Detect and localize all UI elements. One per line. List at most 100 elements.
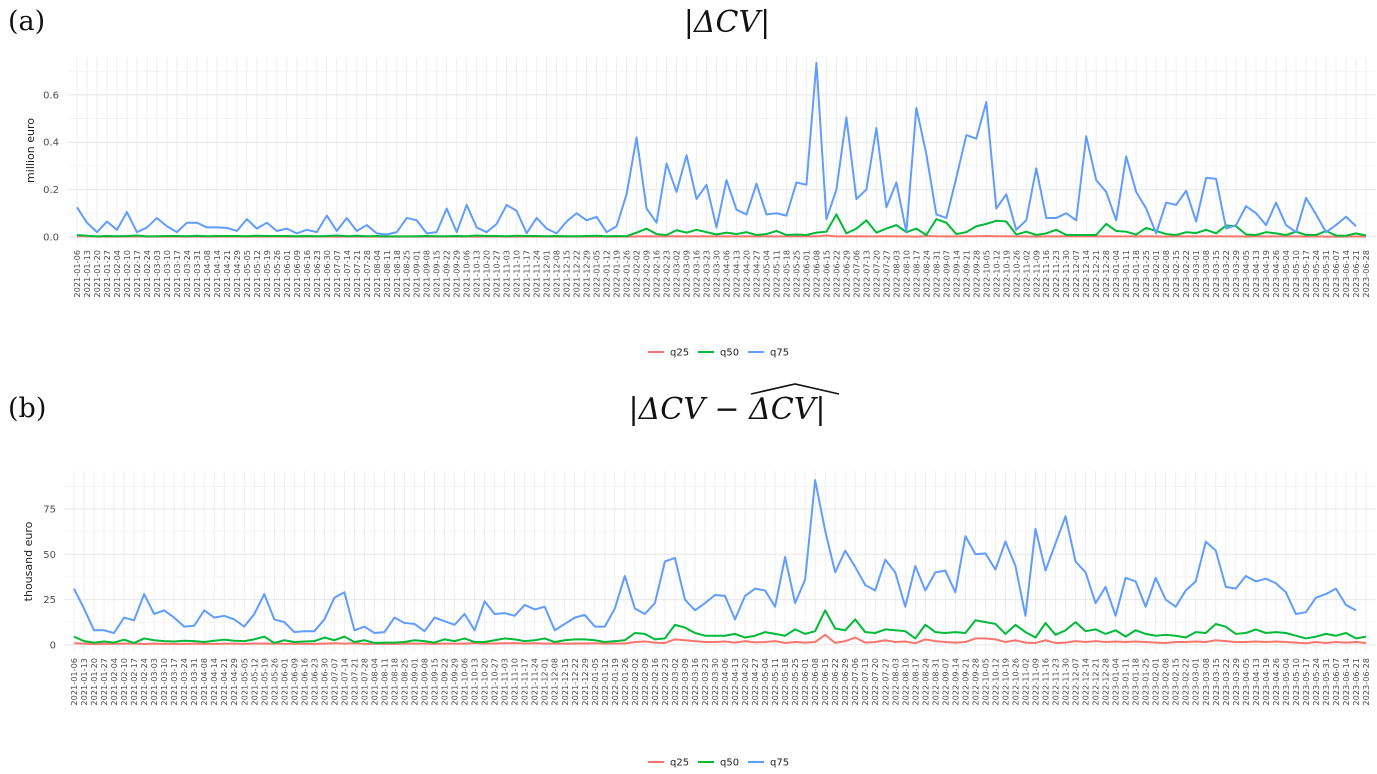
x-tick-label: 2021-06-30 (319, 658, 329, 706)
x-tick-label: 2022-07-27 (880, 658, 890, 706)
x-tick-label: 2021-09-08 (420, 658, 430, 706)
chart-b: 0 25 50 75 thousand euro 2021-01-06 2021-01-13… (22, 471, 1376, 769)
x-tick-label: 2021-12-01 (540, 658, 550, 706)
x-tick-label: 2022-12-28 (1101, 658, 1111, 706)
x-tick-label: 2021-05-05 (242, 250, 252, 298)
x-tick-label: 2021-06-01 (279, 658, 289, 706)
x-tick-label: 2021-09-15 (432, 250, 442, 298)
x-tick-label: 2021-06-09 (289, 658, 299, 706)
x-tick-label: 2023-01-18 (1131, 250, 1141, 298)
x-tick-label: 2023-03-01 (1191, 658, 1201, 706)
x-tick-label: 2022-01-12 (602, 250, 612, 298)
x-tick-label: 2021-06-09 (292, 250, 302, 298)
x-tick-label: 2021-02-10 (122, 250, 132, 298)
x-tick-label: 2021-07-28 (359, 658, 369, 706)
x-tick-label: 2023-05-24 (1311, 658, 1321, 706)
x-tick-label: 2021-04-08 (199, 658, 209, 706)
x-tick-label: 2022-06-01 (801, 250, 811, 298)
x-tick-label: 2023-02-15 (1171, 658, 1181, 706)
x-tick-label: 2022-03-16 (690, 658, 700, 706)
grid (64, 471, 1376, 652)
y-tick-label: 0 (50, 640, 56, 651)
x-tick-label: 2022-03-09 (680, 658, 690, 706)
x-tick-label: 2021-12-15 (560, 658, 570, 706)
x-tick-label: 2021-02-24 (139, 658, 149, 706)
x-tick-label: 2022-09-21 (960, 658, 970, 706)
x-tick-label: 2022-06-15 (821, 250, 831, 298)
y-axis-label: thousand euro (22, 521, 35, 601)
x-tick-label: 2022-03-02 (672, 250, 682, 298)
grid (67, 57, 1376, 244)
x-tick-label: 2023-05-31 (1321, 250, 1331, 298)
x-tick-label: 2021-02-17 (129, 658, 139, 706)
x-tick-label: 2022-04-27 (750, 658, 760, 706)
x-tick-label: 2022-06-08 (811, 250, 821, 298)
series-line-q50 (73, 609, 1367, 644)
x-tick-label: 2022-06-15 (820, 658, 830, 706)
x-tick-label: 2021-05-12 (249, 658, 259, 706)
x-tick-label: 2022-03-30 (712, 250, 722, 298)
x-tick-label: 2023-01-04 (1111, 658, 1121, 706)
x-tick-label: 2021-12-08 (552, 250, 562, 298)
x-tick-label: 2023-04-19 (1261, 250, 1271, 298)
x-tick-label: 2021-08-11 (382, 250, 392, 298)
x-tick-label: 2021-09-29 (452, 250, 462, 298)
x-tick-label: 2022-12-28 (1101, 250, 1111, 298)
x-tick-label: 2023-03-01 (1191, 250, 1201, 298)
x-tick-label: 2022-12-07 (1071, 250, 1081, 298)
panel-label: (a) (8, 6, 46, 37)
x-tick-label: 2021-03-10 (159, 658, 169, 706)
y-tick-label: 0.2 (43, 185, 59, 196)
x-tick-label: 2021-11-17 (522, 250, 532, 298)
x-tick-label: 2023-02-08 (1161, 658, 1171, 706)
y-tick-label: 0.0 (43, 232, 59, 243)
x-tick-label: 2023-02-01 (1151, 250, 1161, 298)
x-tick-label: 2022-07-06 (850, 658, 860, 706)
y-tick-label: 0.6 (43, 90, 59, 101)
x-tick-label: 2021-02-04 (109, 658, 119, 706)
x-tick-label: 2022-10-12 (991, 250, 1001, 298)
x-tick-label: 2021-10-13 (472, 250, 482, 298)
x-tick-label: 2022-02-02 (632, 250, 642, 298)
x-tick-label: 2021-07-07 (329, 658, 339, 706)
title-end: | (815, 392, 826, 427)
x-tick-label: 2023-06-28 (1361, 250, 1371, 298)
x-tick-label: 2022-11-09 (1030, 658, 1040, 706)
legend: q25 q50 q75 (648, 348, 789, 359)
x-tick-label: 2023-01-18 (1131, 658, 1141, 706)
series-line-q25 (73, 633, 1367, 646)
x-tick-label: 2022-03-16 (692, 250, 702, 298)
x-tick-label: 2021-08-18 (392, 250, 402, 298)
x-tick-label: 2021-10-27 (490, 658, 500, 706)
x-tick-label: 2022-06-29 (841, 250, 851, 298)
x-tick-label: 2021-01-13 (82, 250, 92, 298)
x-tick-label: 2022-09-07 (941, 250, 951, 298)
x-tick-label: 2022-10-19 (1001, 250, 1011, 298)
x-tick-label: 2021-03-17 (172, 250, 182, 298)
x-tick-label: 2022-01-26 (622, 250, 632, 298)
x-tick-label: 2023-04-05 (1241, 658, 1251, 706)
x-tick-label: 2021-09-01 (412, 250, 422, 298)
x-tick-label: 2023-05-24 (1311, 250, 1321, 298)
x-tick-label: 2023-01-25 (1141, 250, 1151, 298)
x-tick-label: 2021-12-08 (550, 658, 560, 706)
x-tick-label: 2021-02-10 (119, 658, 129, 706)
x-tick-label: 2022-10-26 (1011, 250, 1021, 298)
title-main: |ΔCV − (628, 392, 750, 427)
x-tick-label: 2022-08-03 (890, 658, 900, 706)
x-tick-label: 2021-04-21 (219, 658, 229, 706)
x-tick-label: 2021-06-23 (309, 658, 319, 706)
x-tick-label: 2022-05-18 (780, 658, 790, 706)
x-tick-label: 2021-07-21 (352, 250, 362, 298)
x-tick-label: 2023-06-21 (1351, 658, 1361, 706)
x-tick-label: 2021-11-03 (500, 658, 510, 706)
x-tick-label: 2022-06-29 (840, 658, 850, 706)
title-hat: ΔCV (749, 383, 840, 427)
x-tick-label: 2022-05-04 (760, 658, 770, 706)
y-tick-label: 50 (43, 550, 56, 561)
x-tick-label: 2022-05-25 (791, 250, 801, 298)
x-tick-label: 2021-03-24 (182, 250, 192, 298)
x-tick-label: 2022-09-28 (970, 658, 980, 706)
x-tick-label: 2022-08-31 (931, 250, 941, 298)
x-tick-label: 2022-05-11 (771, 250, 781, 298)
